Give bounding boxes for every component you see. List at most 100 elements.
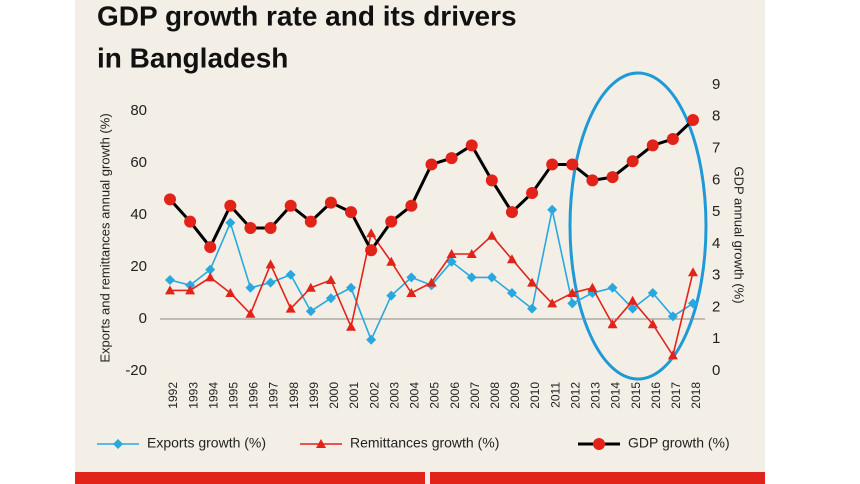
x-tick-label: 2004 — [408, 382, 422, 409]
x-tick-label: 2014 — [609, 382, 623, 409]
point — [265, 277, 276, 288]
legend-marker — [593, 438, 605, 450]
x-tick-label: 1997 — [267, 382, 281, 409]
point — [586, 174, 599, 187]
x-tick-label: 2001 — [347, 382, 361, 409]
point — [386, 256, 397, 266]
point — [425, 158, 438, 171]
point — [626, 155, 639, 168]
x-tick-label: 2011 — [548, 382, 562, 408]
point — [244, 222, 257, 234]
x-tick-label: 2013 — [589, 382, 603, 409]
y-tick-label: -20 — [125, 362, 147, 379]
y2-tick-label: 6 — [712, 171, 720, 188]
x-tick-label: 2010 — [528, 382, 542, 409]
point — [304, 215, 317, 228]
x-tick-label: 2006 — [448, 382, 462, 409]
point — [325, 275, 336, 284]
point — [225, 288, 236, 297]
point — [506, 254, 517, 264]
y2-tick-label: 3 — [712, 267, 720, 284]
point — [365, 244, 378, 257]
point — [285, 269, 296, 280]
point — [567, 298, 578, 309]
x-tick-label: 1995 — [227, 382, 241, 409]
legend-marker — [316, 439, 326, 448]
footer-bar — [75, 472, 425, 484]
point — [265, 259, 276, 269]
y2-tick-label: 8 — [712, 108, 720, 125]
y-tick-label: 80 — [130, 102, 147, 119]
chart-title: in Bangladesh — [97, 42, 288, 73]
point — [386, 290, 397, 301]
point — [486, 272, 497, 283]
point — [185, 280, 196, 291]
y2-tick-label: 7 — [712, 140, 720, 157]
point — [607, 319, 618, 329]
x-tick-label: 2016 — [649, 382, 663, 409]
x-tick-label: 2008 — [488, 382, 502, 409]
point — [547, 298, 558, 308]
point — [345, 206, 358, 219]
y-tick-label: 0 — [139, 310, 147, 327]
point — [527, 303, 538, 314]
point — [346, 321, 357, 331]
y-axis-label: Exports and remittances annual growth (%… — [97, 113, 112, 362]
point — [366, 334, 377, 345]
point — [346, 282, 357, 293]
x-tick-label: 1994 — [206, 382, 220, 409]
point — [527, 277, 538, 287]
point — [627, 303, 638, 314]
x-tick-label: 2015 — [629, 382, 643, 409]
footer-bar — [430, 472, 765, 484]
y2-axis-label: GDP annual growth (%) — [732, 166, 747, 303]
point — [405, 199, 418, 212]
point — [687, 113, 699, 126]
point — [245, 308, 256, 318]
point — [325, 293, 336, 304]
point — [606, 171, 619, 184]
point — [205, 264, 216, 275]
point — [667, 350, 678, 360]
point — [526, 187, 539, 200]
point — [566, 158, 579, 171]
point — [245, 282, 256, 293]
y2-tick-label: 9 — [712, 76, 720, 93]
y2-tick-label: 0 — [712, 362, 720, 379]
point — [647, 319, 658, 329]
legend-label: GDP growth (%) — [628, 435, 730, 451]
x-tick-label: 2009 — [508, 382, 522, 409]
point — [426, 277, 437, 287]
x-tick-label: 2002 — [367, 382, 381, 409]
point — [264, 222, 277, 234]
point — [285, 303, 296, 313]
x-tick-label: 1996 — [247, 382, 261, 409]
point — [446, 249, 457, 258]
legend-label: Remittances growth (%) — [350, 435, 499, 451]
point — [688, 267, 698, 277]
point — [646, 139, 659, 152]
x-tick-label: 2003 — [387, 382, 401, 409]
panel — [75, 0, 765, 484]
x-tick-label: 1999 — [307, 382, 321, 409]
point — [607, 282, 618, 293]
point — [666, 133, 679, 146]
x-tick-label: 2012 — [568, 382, 582, 409]
y-tick-label: 40 — [130, 206, 147, 223]
point — [204, 241, 217, 254]
point — [205, 272, 216, 282]
point — [587, 282, 598, 292]
point — [446, 256, 457, 267]
point — [465, 139, 478, 152]
y2-tick-label: 4 — [712, 235, 720, 252]
point — [406, 288, 417, 297]
point — [567, 288, 578, 297]
point — [366, 228, 377, 238]
point — [185, 285, 196, 295]
x-tick-label: 1998 — [287, 382, 301, 409]
x-tick-label: 2018 — [689, 382, 703, 409]
point — [225, 217, 236, 228]
point — [688, 298, 698, 309]
point — [184, 215, 197, 228]
y-tick-label: 60 — [130, 154, 147, 171]
